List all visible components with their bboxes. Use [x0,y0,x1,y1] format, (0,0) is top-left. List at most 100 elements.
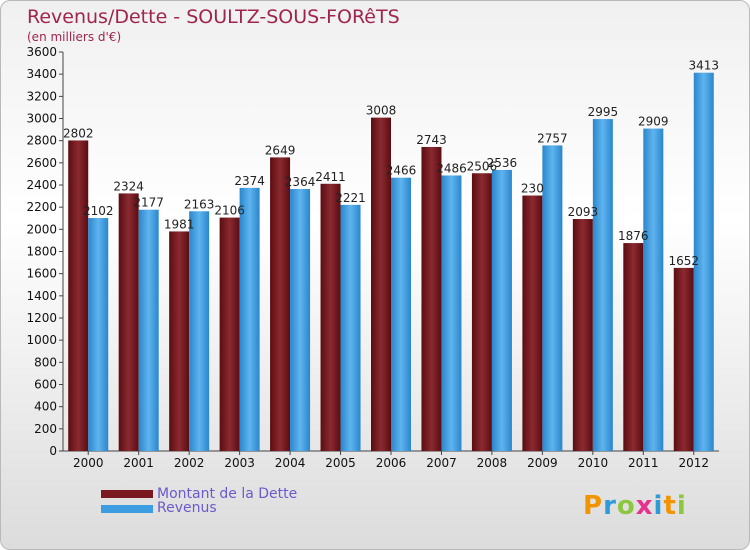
x-tick-label: 2008 [477,456,508,470]
bar-dette [371,117,391,451]
bar-revenus [542,145,563,451]
bar-dette [219,217,240,451]
value-label-dette: 1981 [164,217,195,231]
bar-dette [169,231,190,451]
value-label-dette: 230 [521,182,544,196]
bar-dette [572,219,593,451]
y-tick-label: 1200 [26,311,57,325]
value-label-revenus: 2995 [588,105,619,119]
bar-revenus [340,204,361,451]
legend-swatch-revenus [101,505,153,513]
bar-revenus [592,119,613,451]
x-tick-label: 2012 [678,456,709,470]
logo-letter: o [616,491,636,521]
x-tick-label: 2002 [174,456,205,470]
value-label-revenus: 2486 [436,161,467,175]
y-tick-label: 2800 [26,134,57,148]
y-tick-label: 3400 [26,67,57,81]
value-label-revenus: 2374 [234,174,265,188]
proxiti-logo[interactable]: Proxiti [583,491,687,521]
value-label-dette: 3008 [366,104,397,118]
bar-dette [623,243,644,451]
value-label-revenus: 2163 [184,197,215,211]
bar-revenus [189,211,210,451]
value-label-revenus: 2909 [638,115,669,129]
x-tick-label: 2007 [426,456,457,470]
y-tick-label: 2400 [26,178,57,192]
y-tick-label: 400 [34,400,57,414]
x-tick-label: 2004 [275,456,306,470]
x-tick-label: 2011 [628,456,659,470]
y-tick-label: 600 [34,378,57,392]
value-label-dette: 1652 [668,254,699,268]
logo-letter: P [583,491,604,521]
bar-revenus [138,209,159,451]
bar-revenus [239,187,260,452]
value-label-revenus: 2536 [487,156,518,170]
x-tick-label: 2003 [224,456,255,470]
bar-dette [522,195,543,451]
legend-label-debt: Montant de la Dette [157,486,298,502]
bar-revenus [88,218,109,451]
value-label-dette: 2093 [568,205,599,219]
y-tick-label: 3200 [26,89,57,103]
logo-letter: x [635,491,654,521]
value-label-revenus: 2221 [335,191,366,205]
bar-revenus [693,72,714,451]
y-tick-label: 0 [49,444,57,458]
y-tick-label: 3600 [26,45,57,59]
logo-letter: i [653,491,664,521]
y-tick-label: 1600 [26,267,57,281]
logo-letter: t [663,491,677,521]
value-label-dette: 2324 [113,179,144,193]
y-tick-label: 1000 [26,333,57,347]
y-tick-label: 800 [34,355,57,369]
legend-label-revenus: Revenus [157,500,217,516]
value-label-revenus: 2466 [386,164,417,178]
value-label-dette: 2411 [315,170,346,184]
chart-subtitle: (en milliers d'€) [27,30,122,44]
bar-dette [471,173,492,452]
bar-revenus [290,188,311,452]
legend-swatch-debt [101,490,153,498]
x-tick-label: 2009 [527,456,558,470]
value-label-revenus: 2364 [285,175,316,189]
value-label-revenus: 2177 [133,196,164,210]
bar-dette [421,146,442,451]
x-tick-label: 2005 [325,456,356,470]
bar-revenus [441,175,462,452]
x-tick-label: 2000 [73,456,104,470]
value-label-dette: 2743 [416,133,447,147]
bar-revenus [643,128,664,452]
chart-title: Revenus/Dette - SOULTZ-SOUS-FORêTS [27,6,400,28]
x-tick-label: 2001 [123,456,154,470]
y-tick-label: 3000 [26,112,57,126]
y-tick-label: 2600 [26,156,57,170]
bar-dette [270,157,291,451]
y-tick-label: 2000 [26,222,57,236]
value-label-dette: 2649 [265,143,296,157]
value-label-dette: 2506 [467,159,498,173]
value-label-dette: 2106 [214,204,245,218]
value-label-dette: 1876 [618,229,649,243]
bar-dette [118,193,139,451]
value-label-revenus: 2757 [537,131,568,145]
x-tick-label: 2006 [376,456,407,470]
value-label-dette: 2802 [63,126,94,140]
bar-revenus [391,177,411,451]
bar-dette [673,267,694,451]
value-label-revenus: 3413 [688,59,719,73]
y-tick-label: 2200 [26,200,57,214]
x-tick-label: 2010 [578,456,609,470]
y-tick-label: 200 [34,422,57,436]
logo-letter: i [676,491,687,521]
value-label-revenus: 2102 [83,204,114,218]
bar-dette [68,140,89,451]
bar-dette [320,183,341,452]
bar-revenus [491,169,512,451]
y-tick-label: 1800 [26,245,57,259]
y-tick-label: 1400 [26,289,57,303]
logo-letter: r [603,491,617,521]
